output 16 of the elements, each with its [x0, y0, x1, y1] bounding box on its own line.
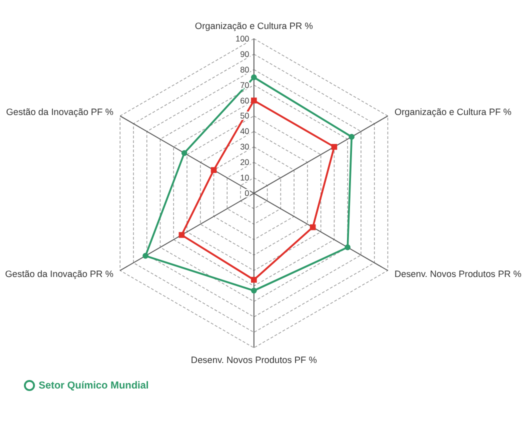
spoke-label: Gestão da Inovação PF %	[6, 106, 114, 117]
spoke-label: Desenv. Novos Produtos PF %	[190, 354, 317, 365]
spoke-label: Gestão da Inovação PR %	[5, 269, 114, 280]
y-tick-label: 20	[240, 158, 250, 168]
y-tick-label: 60	[240, 96, 250, 106]
y-tick-label: 30	[240, 142, 250, 152]
y-tick-label: 0	[244, 189, 250, 198]
spoke-label: Organização e Cultura PR %	[194, 21, 313, 32]
legend-label: Setor Químico Mundial	[38, 380, 149, 392]
y-tick-label: 90	[240, 50, 250, 59]
y-tick-label: 80	[240, 65, 250, 74]
y-tick-label: 40	[240, 127, 250, 136]
y-tick-label: 100	[235, 34, 250, 44]
spoke-label: Desenv. Novos Produtos PR %	[394, 269, 522, 280]
y-tick-label: 10	[240, 174, 250, 183]
spoke-label: Organização e Cultura PF %	[394, 106, 512, 117]
